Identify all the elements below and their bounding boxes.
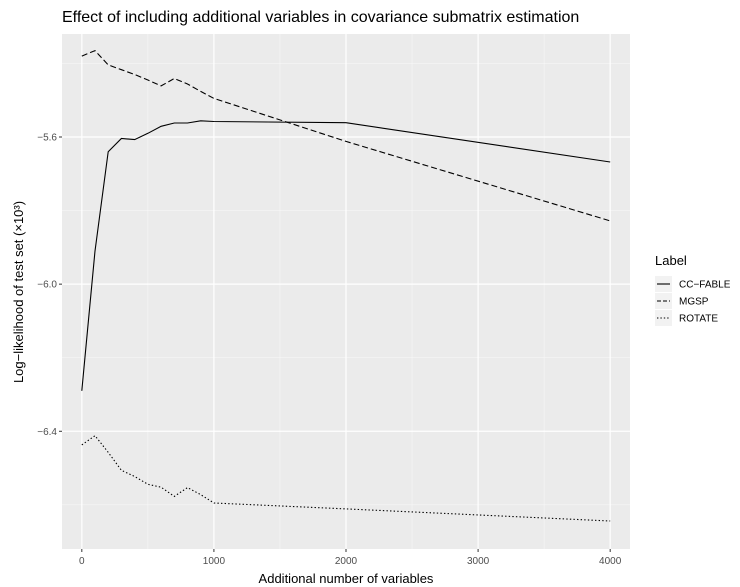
x-tick-label: 3000 (467, 556, 490, 567)
legend-key-bg (655, 310, 672, 326)
x-tick-label: 4000 (599, 556, 622, 567)
legend-label: CC−FABLE (679, 280, 731, 291)
y-axis-ticks: −6.4 −6.0 −5.6 (37, 133, 62, 438)
legend-label: MGSP (679, 297, 709, 308)
legend-title: Label (655, 253, 687, 268)
x-axis-title: Additional number of variables (259, 571, 434, 586)
y-axis-title: Log−likelihood of test set (×10³) (11, 201, 26, 383)
y-tick-label: −6.0 (37, 280, 57, 291)
legend: Label CC−FABLE MGSP ROTATE (655, 253, 731, 326)
grid-major (62, 34, 630, 549)
y-tick-label: −6.4 (37, 427, 57, 438)
legend-items: CC−FABLE MGSP ROTATE (655, 276, 731, 326)
series-line-mgsp (81, 49, 611, 222)
series-line-cc-fable (81, 120, 611, 391)
chart-title: Effect of including additional variables… (62, 9, 579, 26)
x-axis-ticks: 0 1000 2000 3000 4000 (79, 549, 622, 567)
x-tick-label: 1000 (203, 556, 226, 567)
x-tick-label: 2000 (335, 556, 358, 567)
x-tick-label: 0 (79, 556, 85, 567)
series-layer (81, 49, 611, 522)
y-tick-label: −5.6 (37, 133, 57, 144)
series-line-rotate (81, 434, 611, 522)
legend-label: ROTATE (679, 314, 718, 325)
